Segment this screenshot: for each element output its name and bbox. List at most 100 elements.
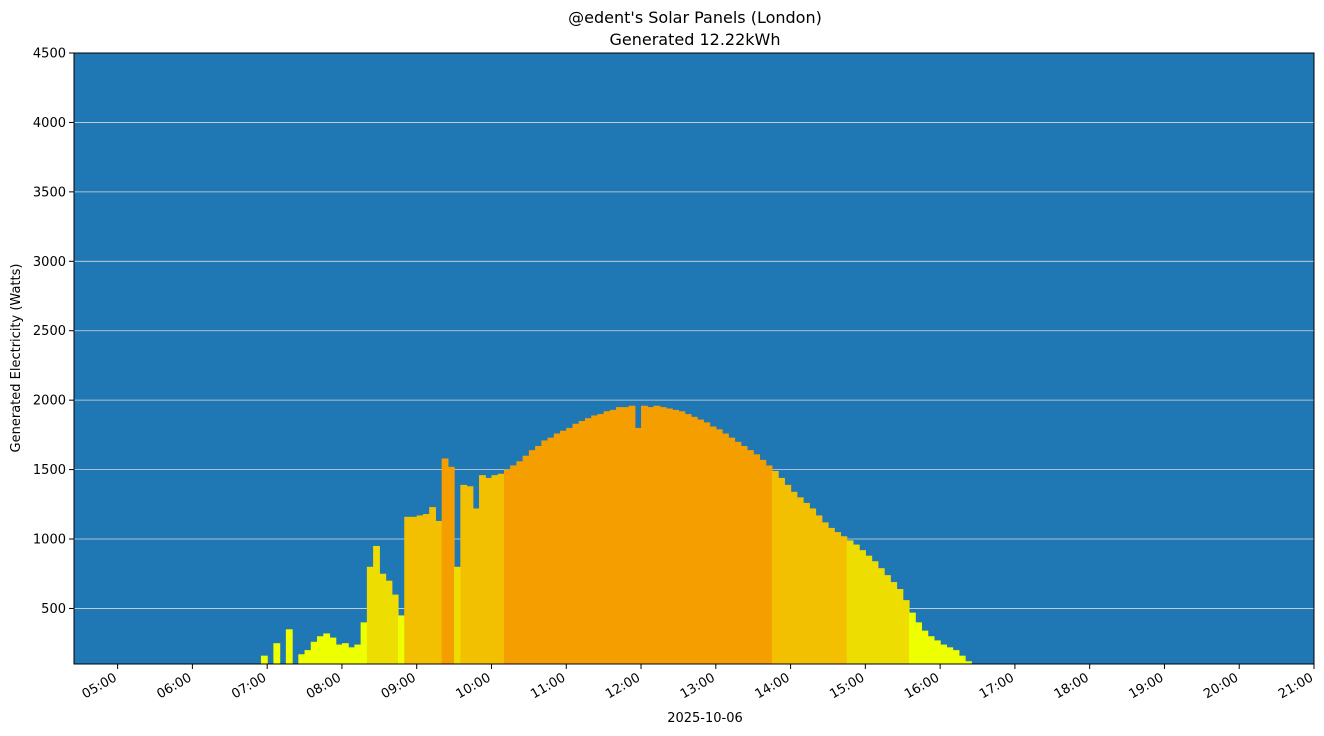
generation-bar xyxy=(285,629,293,664)
generation-bar xyxy=(385,580,393,664)
generation-bar xyxy=(541,440,549,664)
generation-bar xyxy=(354,644,362,664)
generation-bar xyxy=(728,437,736,664)
generation-bar xyxy=(771,470,779,664)
y-tick-label: 4500 xyxy=(33,47,66,62)
generation-bar xyxy=(553,433,561,664)
generation-bar xyxy=(778,477,785,664)
generation-bar xyxy=(460,484,468,664)
generation-bar xyxy=(740,445,748,664)
generation-bar xyxy=(946,647,954,664)
generation-bar xyxy=(441,458,449,664)
generation-bar xyxy=(641,405,648,664)
y-tick-label: 2500 xyxy=(33,324,66,339)
y-tick-label: 500 xyxy=(41,602,66,617)
generation-bar xyxy=(809,508,817,664)
generation-bar xyxy=(466,486,474,664)
x-tick-label: 06:00 xyxy=(154,670,194,702)
generation-bar xyxy=(877,568,885,664)
generation-bar xyxy=(304,650,312,664)
generation-bar xyxy=(435,520,443,664)
generation-bar xyxy=(335,644,343,664)
generation-bar xyxy=(485,477,493,664)
generation-bar xyxy=(908,612,916,664)
generation-bar xyxy=(759,459,767,664)
generation-bar xyxy=(584,418,592,664)
generation-bar xyxy=(790,491,798,664)
generation-bar xyxy=(516,461,524,664)
y-tick-label: 4000 xyxy=(33,116,66,131)
x-tick-label: 20:00 xyxy=(1201,670,1241,702)
generation-bar xyxy=(528,450,536,664)
generation-bar xyxy=(609,409,617,664)
x-tick-label: 15:00 xyxy=(827,670,867,702)
generation-bar xyxy=(329,637,337,664)
generation-bar xyxy=(510,465,518,664)
generation-bar xyxy=(260,655,268,664)
generation-bar xyxy=(616,407,623,664)
generation-bar xyxy=(890,582,898,664)
generation-bar xyxy=(940,644,947,664)
generation-bar xyxy=(921,630,929,664)
x-tick-label: 18:00 xyxy=(1052,670,1092,702)
x-tick-label: 08:00 xyxy=(304,670,344,702)
y-tick-label: 1500 xyxy=(33,463,66,478)
x-axis: 05:00 06:00 07:00 08:00 09:00 10:00 11:00 12:00… xyxy=(80,664,1316,702)
generation-bar xyxy=(722,433,729,664)
generation-bar xyxy=(447,466,455,664)
generation-bar xyxy=(902,600,910,664)
generation-bar xyxy=(366,566,374,664)
generation-bar xyxy=(603,411,611,664)
generation-bar xyxy=(503,469,511,664)
x-tick-label: 09:00 xyxy=(379,670,419,702)
generation-bar xyxy=(578,420,586,664)
generation-bar xyxy=(560,430,567,664)
generation-bar xyxy=(958,655,966,664)
generation-bar xyxy=(597,414,605,664)
generation-bar xyxy=(647,407,655,664)
generation-bar xyxy=(734,441,742,664)
generation-bar xyxy=(373,545,380,664)
x-tick-label: 10:00 xyxy=(454,670,494,702)
x-tick-label: 16:00 xyxy=(902,670,942,702)
generation-bar xyxy=(690,416,698,664)
y-tick-label: 2000 xyxy=(33,394,66,409)
generation-bar xyxy=(965,661,972,664)
generation-bar xyxy=(827,527,835,664)
generation-bar xyxy=(715,429,723,664)
x-tick-label: 14:00 xyxy=(753,670,793,702)
y-tick-label: 1000 xyxy=(33,533,66,548)
generation-bar xyxy=(491,475,499,664)
generation-bar xyxy=(796,497,804,664)
generation-bar xyxy=(884,575,891,664)
generation-bar xyxy=(753,454,761,664)
generation-bar xyxy=(678,411,686,664)
generation-bar xyxy=(697,419,704,664)
generation-bar xyxy=(915,622,923,664)
generation-bar xyxy=(834,532,842,664)
generation-bar xyxy=(933,640,941,664)
generation-bar xyxy=(684,414,692,664)
generation-bar xyxy=(952,650,960,664)
generation-bar xyxy=(429,507,437,664)
generation-bar xyxy=(572,423,580,664)
generation-bar xyxy=(422,514,430,664)
generation-bar xyxy=(591,415,599,664)
generation-bar xyxy=(840,536,848,664)
y-tick-label: 3500 xyxy=(33,185,66,200)
generation-bar xyxy=(273,643,281,664)
generation-bar xyxy=(709,426,717,664)
generation-bar xyxy=(472,508,480,664)
chart-title: @edent's Solar Panels (London) xyxy=(568,8,822,27)
generation-bar xyxy=(628,405,636,664)
generation-bar xyxy=(815,515,823,664)
generation-bar xyxy=(535,445,542,664)
generation-bar xyxy=(522,455,530,664)
y-axis: 500 1000 1500 2000 2500 3000 3500 4000 4500 xyxy=(33,47,74,617)
x-tick-label: 19:00 xyxy=(1127,670,1167,702)
generation-bar xyxy=(317,636,324,664)
x-tick-label: 13:00 xyxy=(678,670,718,702)
generation-bar xyxy=(765,465,773,664)
generation-bar xyxy=(360,622,368,664)
